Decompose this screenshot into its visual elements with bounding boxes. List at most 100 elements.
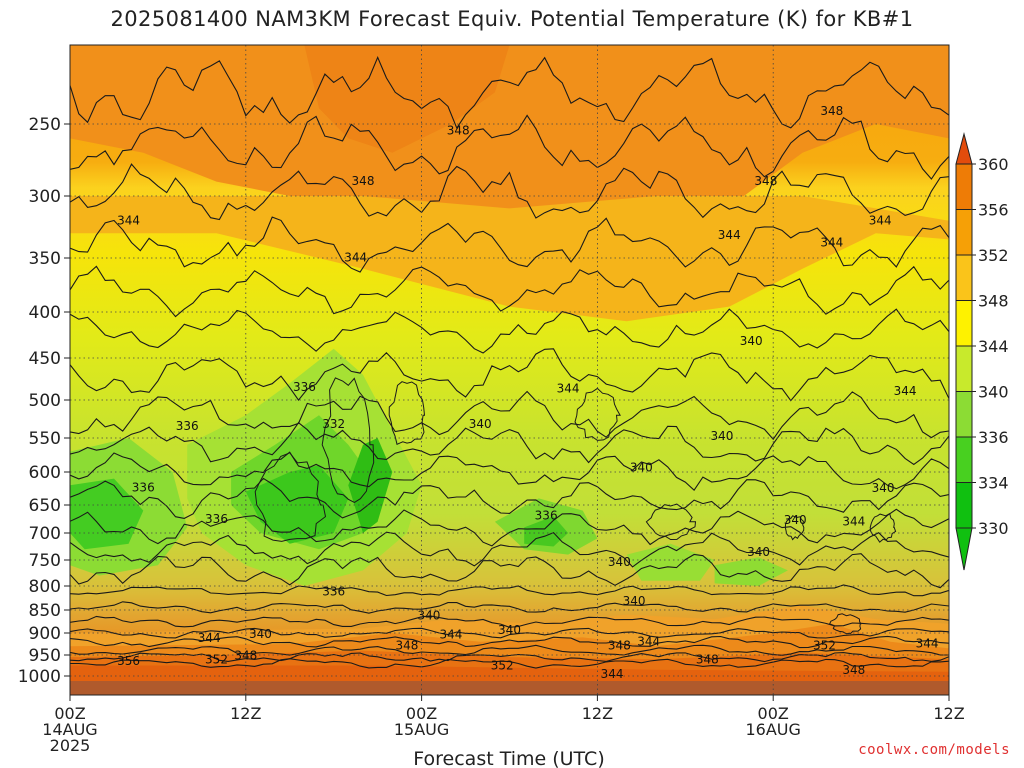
colorbar-segment (955, 436, 973, 483)
colorbar-segment (955, 300, 973, 347)
contour-line (70, 265, 949, 318)
contour-label: 336 (535, 509, 558, 523)
colorbar-extend-top (955, 132, 973, 165)
contour-label: 352 (205, 653, 228, 667)
y-tick-label: 750 (29, 551, 61, 571)
field-348-upper (70, 45, 949, 280)
contour-label: 344 (842, 514, 865, 528)
contour-label: 344 (894, 384, 917, 398)
colorbar-segment (955, 391, 973, 438)
y-axis: 250 300 350 400 450 500 550 600 650 700 750 800 850 9… (18, 115, 70, 687)
y-tick-label: 300 (29, 187, 61, 207)
x-tick-label: 14AUG (42, 720, 97, 739)
contour-label: 340 (417, 608, 440, 622)
colorbar-label: 336 (978, 428, 1009, 447)
contour-labels: 344 348 348 348 348 344 344 344 344 340 344 344 336 3… (117, 104, 938, 681)
x-tick-label: 15AUG (394, 720, 449, 739)
y-tick-label: 1000 (18, 667, 61, 687)
x-tick-label: 00Z (406, 704, 437, 723)
contour-line (70, 652, 949, 663)
contour-label: 348 (696, 653, 719, 667)
contour-line (70, 531, 949, 568)
y-tick-label: 500 (29, 391, 61, 411)
contour-line (70, 216, 949, 273)
colorbar-label: 348 (978, 292, 1009, 311)
contour-lines (70, 55, 949, 669)
contour-label: 348 (608, 639, 631, 653)
contour-label: 340 (469, 417, 492, 431)
contour-label: 340 (740, 334, 763, 348)
colorbar-segment (955, 254, 973, 301)
contour-label: 344 (820, 236, 843, 250)
contour-label: 344 (198, 631, 221, 645)
contour-cell (784, 515, 805, 541)
contour-label: 348 (447, 124, 470, 138)
contour-label: 344 (557, 382, 580, 396)
contour-line (70, 658, 949, 669)
contour-label: 336 (205, 512, 228, 526)
y-tick-label: 950 (29, 646, 61, 666)
contour-line (70, 390, 949, 441)
contour-label: 348 (754, 174, 777, 188)
x-tick-label: 00Z (758, 704, 789, 723)
y-tick-label: 350 (29, 249, 61, 269)
contour-line (70, 644, 949, 656)
y-tick-label: 900 (29, 624, 61, 644)
colorbar-label: 356 (978, 201, 1009, 220)
colorbar-label: 330 (978, 519, 1009, 538)
contour-label: 344 (439, 628, 462, 642)
contour-label: 340 (784, 513, 807, 527)
contour-line (70, 451, 949, 492)
colorbar-label: 344 (978, 337, 1009, 356)
contour-label: 336 (132, 480, 155, 494)
contour-label: 344 (344, 251, 367, 265)
x-tick-label: 12Z (933, 704, 964, 723)
contour-line (70, 601, 949, 614)
contour-label: 356 (117, 654, 140, 668)
field-346-upper (70, 196, 949, 322)
y-tick-label: 600 (29, 463, 61, 483)
contour-label: 344 (869, 213, 892, 227)
contour-line (70, 308, 949, 354)
surface-band (70, 681, 949, 695)
source-credit: coolwx.com/models (858, 742, 1010, 758)
colorbar-label: 352 (978, 246, 1009, 265)
contour-label: 348 (820, 104, 843, 118)
contour-label: 340 (710, 429, 733, 443)
contour-line (70, 114, 949, 180)
colorbar-segment (955, 163, 973, 210)
y-tick-label: 550 (29, 429, 61, 449)
colorbar-segment (955, 209, 973, 256)
x-tick-label: 12Z (582, 704, 613, 723)
y-tick-label: 800 (29, 577, 61, 597)
contour-line (70, 421, 949, 466)
contour-label: 332 (322, 417, 345, 431)
colorbar: 360 356 352 348 344 340 336 334 330 (955, 132, 1009, 571)
contour-label: 340 (747, 545, 770, 559)
x-axis-label: Forecast Time (UTC) (413, 748, 604, 768)
contour-cell (645, 503, 697, 541)
x-tick-label: 16AUG (745, 720, 800, 739)
contour-line (70, 584, 949, 597)
contour-line (70, 348, 949, 402)
field-332-central (245, 465, 349, 544)
plot-frame (69, 44, 950, 696)
colorbar-segment (955, 482, 973, 529)
contour-cell (869, 512, 897, 543)
contour-label: 344 (916, 637, 939, 651)
contour-label: 344 (637, 634, 660, 648)
y-tick-label: 850 (29, 601, 61, 621)
y-tick-label: 250 (29, 115, 61, 135)
colorbar-label: 334 (978, 474, 1009, 493)
contour-label: 348 (395, 639, 418, 653)
colorbar-extend-bottom (955, 527, 973, 571)
contour-line (70, 635, 949, 649)
contour-label: 352 (813, 639, 836, 653)
contour-label: 344 (601, 667, 624, 681)
contour-cell (388, 381, 426, 445)
contour-cell (254, 452, 327, 542)
plot-area: 344 348 348 348 348 344 344 344 344 340 344 344 336 3… (69, 44, 950, 696)
contour-label: 340 (623, 594, 646, 608)
contour-cell (829, 613, 862, 635)
